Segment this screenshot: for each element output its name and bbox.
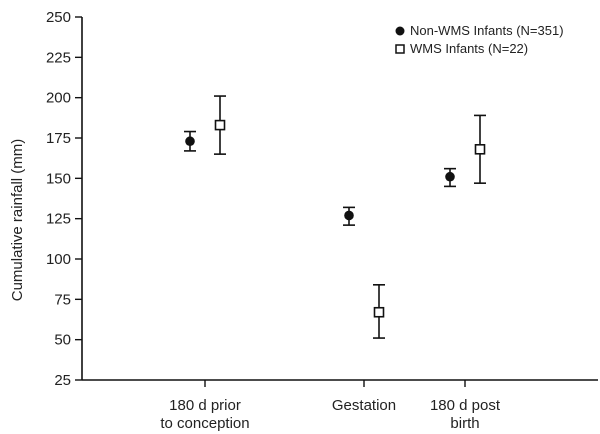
- data-point-wms: [474, 143, 486, 155]
- y-tick-label: 175: [46, 130, 71, 147]
- legend-marker-wms: [395, 44, 405, 54]
- y-tick-label: 25: [54, 372, 71, 389]
- data-point-non-wms: [344, 210, 354, 221]
- legend-label: WMS Infants (N=22): [410, 41, 528, 56]
- data-point-wms: [373, 306, 385, 318]
- y-tick-label: 200: [46, 90, 71, 107]
- y-tick-label: 150: [46, 170, 71, 187]
- x-tick-label: 180 d prior to conception: [160, 397, 249, 432]
- data-point-wms: [214, 119, 226, 131]
- legend-label: Non-WMS Infants (N=351): [410, 23, 564, 38]
- x-tick-label: Gestation: [332, 397, 396, 414]
- data-point-non-wms: [185, 136, 195, 147]
- y-tick-label: 225: [46, 49, 71, 66]
- y-axis-title: Cumulative rainfall (mm): [9, 139, 26, 302]
- y-tick-label: 125: [46, 211, 71, 228]
- legend-marker-non-wms: [395, 26, 405, 36]
- y-tick-label: 100: [46, 251, 71, 268]
- y-tick-label: 75: [54, 291, 71, 308]
- data-point-non-wms: [445, 171, 455, 182]
- y-tick-label: 50: [54, 332, 71, 349]
- x-axis-ticks: 180 d prior to conception Gestation 180 d p…: [160, 380, 501, 432]
- legend: Non-WMS Infants (N=351) WMS Infants (N=22…: [395, 23, 564, 56]
- x-tick-label: 180 d post birth: [430, 397, 501, 432]
- axes: [81, 17, 598, 381]
- y-axis-ticks: 250 225 200 175 150 125 100 75 50 25: [46, 9, 82, 389]
- data-marks: [184, 95, 486, 339]
- y-tick-label: 250: [46, 9, 71, 26]
